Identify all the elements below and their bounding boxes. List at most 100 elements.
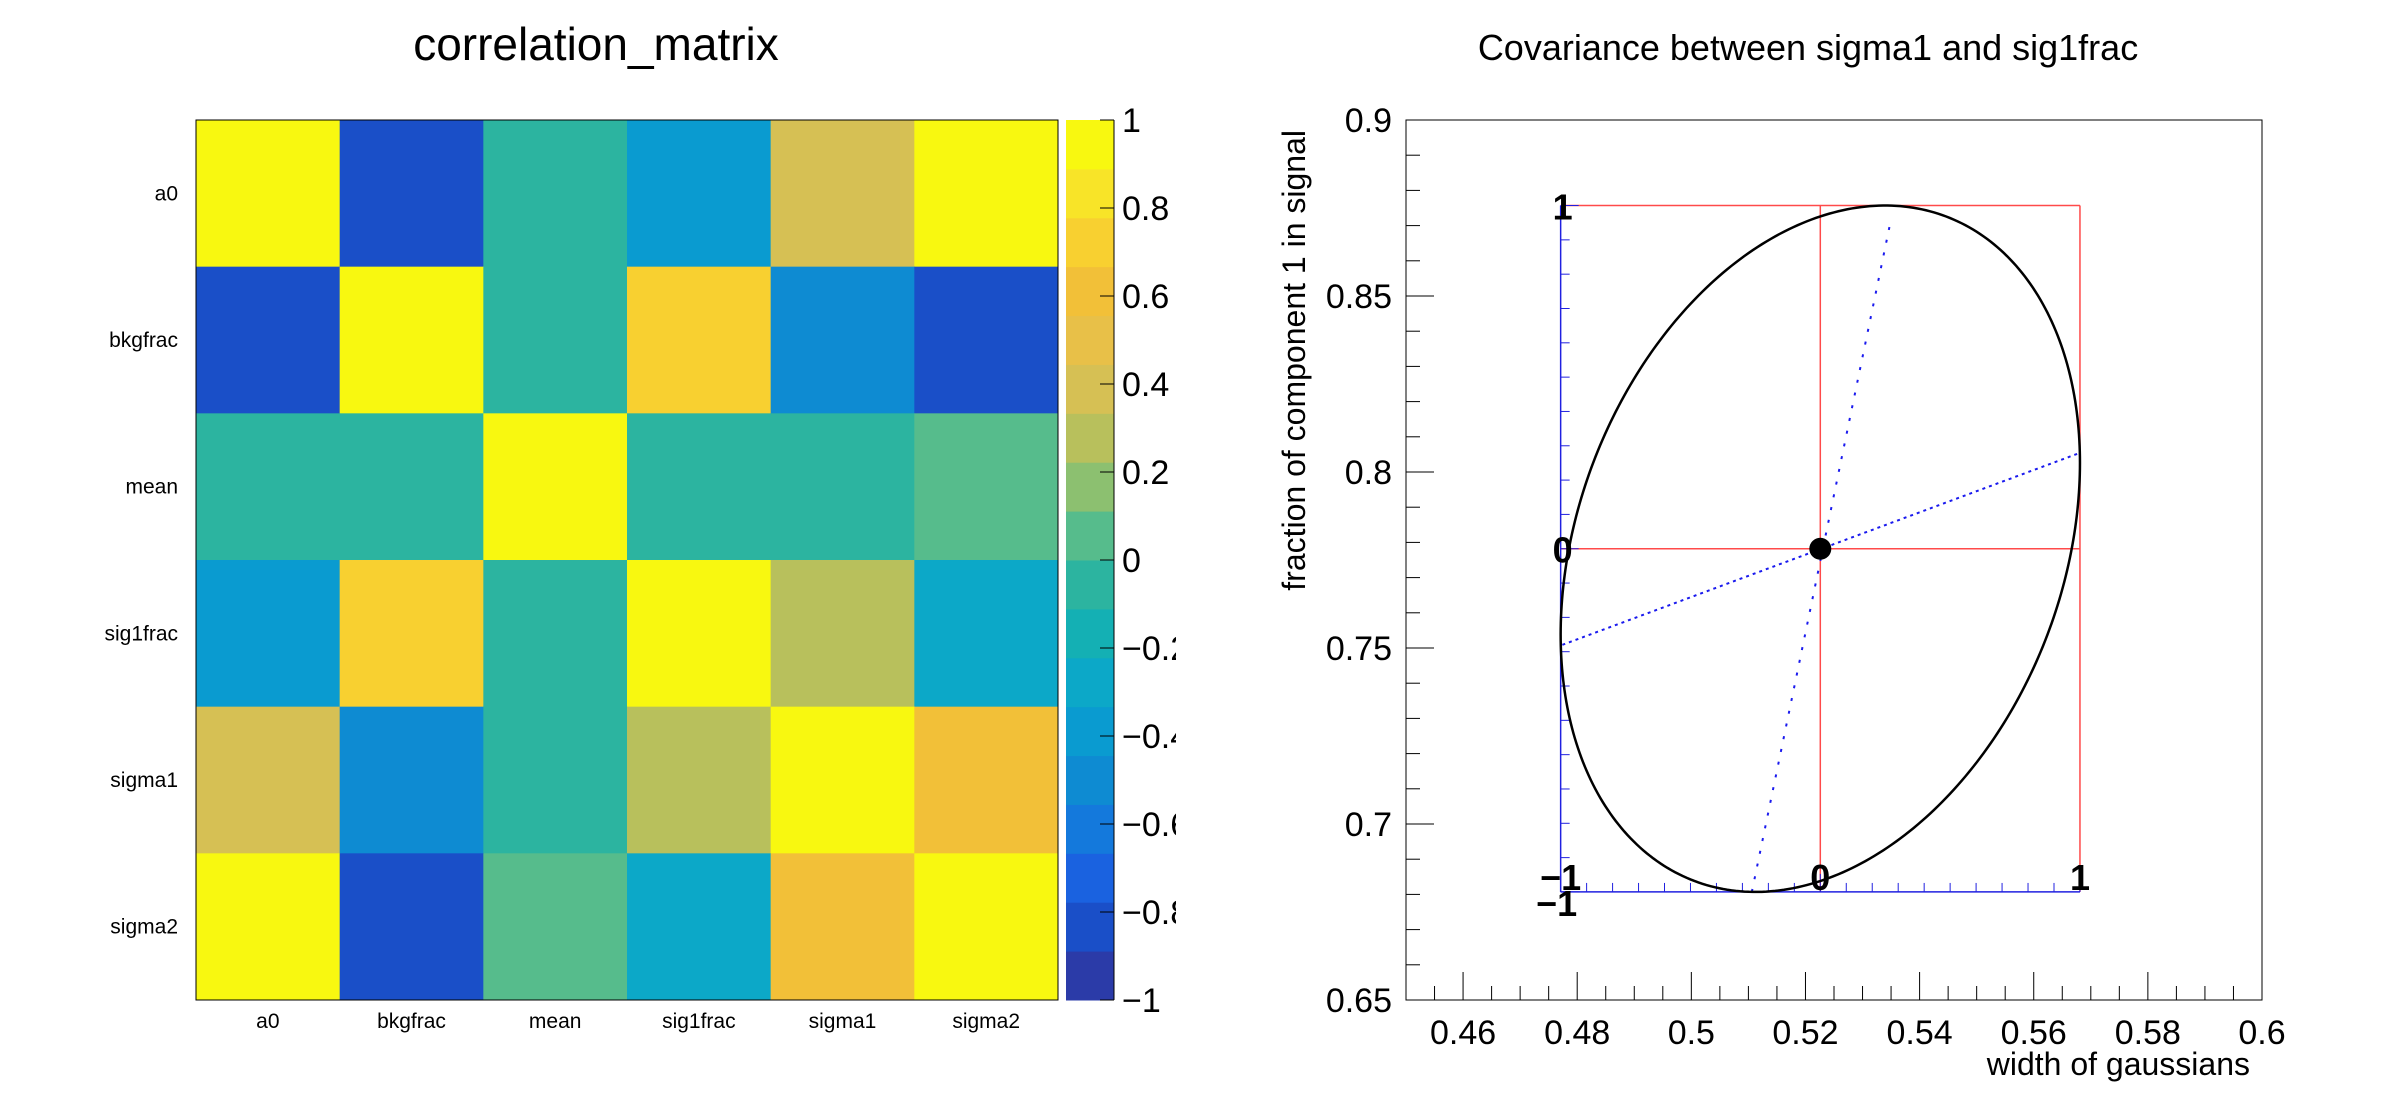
x-tick-label: 0.58 <box>2115 1014 2181 1052</box>
colorbar-tick-label: 0.2 <box>1122 454 1169 492</box>
heatmap-title: correlation_matrix <box>413 18 779 70</box>
heatmap-cell <box>339 120 484 268</box>
colorbar-tick-label: 0.8 <box>1122 190 1169 228</box>
heatmap-x-tick-label: bkgfrac <box>377 1010 446 1033</box>
colorbar-swatch <box>1066 706 1114 757</box>
heatmap-y-tick-label: sig1frac <box>104 622 178 645</box>
heatmap-cell <box>914 120 1059 268</box>
heatmap-cell <box>339 706 484 854</box>
heatmap-cell <box>914 853 1059 1001</box>
colorbar-swatch <box>1066 951 1114 1001</box>
heatmap-cell <box>770 120 915 268</box>
heatmap-cell <box>627 560 772 708</box>
colorbar-swatch <box>1066 560 1114 610</box>
heatmap-cell <box>483 120 628 268</box>
x-tick-label: 0.46 <box>1430 1014 1496 1052</box>
colorbar-swatch <box>1066 853 1114 903</box>
heatmap-cell <box>914 560 1059 708</box>
x-tick-label: 0.6 <box>2238 1014 2285 1052</box>
heatmap-cell <box>627 853 772 1001</box>
heatmap-cell <box>196 413 341 561</box>
heatmap-y-tick-label: mean <box>125 476 178 499</box>
y-tick-label: 0.65 <box>1326 982 1392 1020</box>
x-tick-label: 0.5 <box>1668 1014 1715 1052</box>
sigma-box <box>1559 204 2081 893</box>
colorbar-tick-label: 1 <box>1122 102 1141 140</box>
heatmap-frame <box>195 119 1059 1001</box>
y-tick-label: 0.9 <box>1345 102 1392 140</box>
heatmap-x-tick-label: sigma1 <box>809 1010 877 1033</box>
colorbar-swatch <box>1066 364 1114 414</box>
heatmap-cell <box>914 413 1059 561</box>
x-tick-label: 0.48 <box>1544 1014 1610 1052</box>
colorbar-swatch <box>1066 755 1114 805</box>
covariance-title: Covariance between sigma1 and sig1frac <box>1478 27 2138 68</box>
heatmap-cell <box>770 560 915 708</box>
colorbar-tick-label: −0.4 <box>1122 718 1189 756</box>
heatmap-y-tick-label: sigma2 <box>110 916 178 939</box>
colorbar-tick-label: −0.8 <box>1122 894 1189 932</box>
heatmap-cell <box>196 560 341 708</box>
colorbar-tick-label: −0.6 <box>1122 806 1189 844</box>
heatmap-cell <box>483 706 628 854</box>
colorbar-tick-label: 0.4 <box>1122 366 1169 404</box>
x-tick-label: 0.54 <box>1887 1014 1953 1052</box>
heatmap-x-tick-label: sig1frac <box>662 1010 736 1033</box>
heatmap-cell <box>627 706 772 854</box>
heatmap-cell <box>483 266 628 414</box>
y-tick-label: 0.7 <box>1345 806 1392 844</box>
x-tick-label: 0.56 <box>2001 1014 2067 1052</box>
colorbar-swatch <box>1066 511 1114 561</box>
colorbar-swatch <box>1066 315 1114 365</box>
covariance-ellipse <box>1559 204 2082 894</box>
sigma-box-x-label: 1 <box>2070 857 2090 898</box>
colorbar-swatch <box>1066 902 1114 952</box>
heatmap-cell <box>627 413 772 561</box>
colorbar-swatch <box>1066 217 1114 268</box>
heatmap-cell <box>914 266 1059 414</box>
colorbar-tick-label: 0 <box>1122 542 1141 580</box>
heatmap-cell <box>770 706 915 854</box>
heatmap-cell <box>339 266 484 414</box>
heatmap-y-tick-label: a0 <box>155 182 178 205</box>
sigma-box-x-label: −1 <box>1540 857 1581 898</box>
sigma-box-y-label: 0 <box>1553 530 1573 571</box>
heatmap-cell <box>483 413 628 561</box>
colorbar-swatch <box>1066 462 1114 512</box>
y-tick-label: 0.75 <box>1326 630 1392 668</box>
heatmap-cells <box>195 119 1059 1001</box>
x-axis-label: width of gaussians <box>1986 1046 2250 1082</box>
colorbar <box>1066 120 1115 1001</box>
colorbar-swatch <box>1066 657 1114 708</box>
x-tick-label: 0.52 <box>1772 1014 1838 1052</box>
heatmap-y-tick-label: sigma1 <box>110 769 178 792</box>
heatmap-x-labels: a0 bkgfrac mean sig1frac sigma1 sigma2 <box>256 1010 1020 1033</box>
y-tick-label: 0.85 <box>1326 278 1392 316</box>
colorbar-swatch <box>1066 266 1114 317</box>
y-axis-label: fraction of component 1 in signal <box>1276 130 1312 591</box>
heatmap-cell <box>196 706 341 854</box>
colorbar-swatch <box>1066 608 1114 659</box>
heatmap-cell <box>339 560 484 708</box>
colorbar-tick-labels: 1 0.8 0.6 0.4 0.2 0 −0.2 −0.4 −0.6 −0.8 −1 <box>1100 102 1189 1020</box>
y-axis-ticks: 0.65 0.7 0.75 0.8 0.85 0.9 <box>1326 102 1434 1020</box>
colorbar-swatch <box>1066 168 1114 219</box>
colorbar-tick-label: 0.6 <box>1122 278 1169 316</box>
sigma-box-labels: −1 0 1 −1 0 1 <box>1536 187 2090 924</box>
heatmap-cell <box>196 853 341 1001</box>
colorbar-tick-label: −0.2 <box>1122 630 1189 668</box>
heatmap-cell <box>770 266 915 414</box>
heatmap-cell <box>339 853 484 1001</box>
colorbar-swatch <box>1066 413 1114 463</box>
heatmap-cell <box>627 266 772 414</box>
heatmap-x-tick-label: sigma2 <box>952 1010 1020 1033</box>
x-axis-ticks: 0.46 0.48 0.5 0.52 0.54 0.56 0.58 0.6 <box>1405 972 2286 1052</box>
heatmap-cell <box>770 413 915 561</box>
colorbar-tick-label: −1 <box>1122 982 1161 1020</box>
sigma-box-y-label: 1 <box>1553 187 1573 228</box>
colorbar-swatch <box>1066 804 1114 854</box>
sigma-box-x-label: 0 <box>1810 857 1830 898</box>
heatmap-cell <box>483 560 628 708</box>
y-tick-label: 0.8 <box>1345 454 1392 492</box>
